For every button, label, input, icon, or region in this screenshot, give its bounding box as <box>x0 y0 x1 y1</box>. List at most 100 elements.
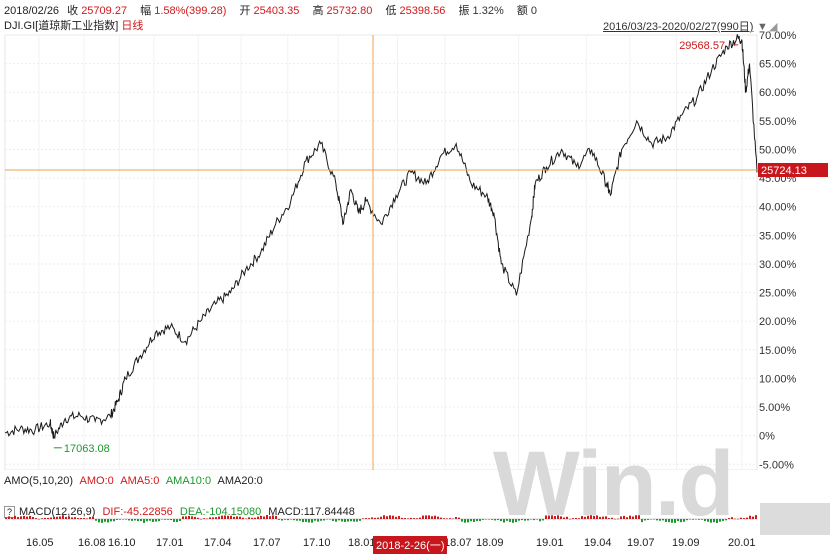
macd-bar <box>431 516 433 519</box>
amp-label: 振 <box>458 5 470 17</box>
macd-bar <box>500 519 502 522</box>
macd-bar <box>677 519 679 522</box>
macd-bar <box>47 517 49 519</box>
macd-bar <box>32 516 34 519</box>
macd-bar <box>737 518 739 520</box>
macd-bar <box>740 517 742 519</box>
amo-label[interactable]: AMO(5,10,20) <box>4 475 74 487</box>
macd-bar <box>743 518 745 519</box>
macd-bar <box>245 518 247 520</box>
dif-value: DIF:-45.22856 <box>102 506 173 518</box>
macd-bar <box>83 518 85 519</box>
macd-bar <box>545 515 547 519</box>
macd-bar <box>470 519 472 522</box>
price-chart[interactable]: 70.00%65.00%60.00%55.00%50.00%45.00%40.0… <box>0 0 830 470</box>
macd-bar <box>398 516 400 519</box>
price-tag <box>758 163 828 177</box>
macd-bar <box>716 519 718 523</box>
macd-bar <box>620 516 622 519</box>
macd-bar <box>680 519 682 523</box>
macd-bar <box>683 519 685 522</box>
macd-bar <box>692 519 694 520</box>
macd-bar <box>371 517 373 519</box>
macd-bar <box>41 518 43 519</box>
macd-bar <box>479 519 481 522</box>
x-tick-label: 16.05 <box>26 537 54 549</box>
macd-bar <box>611 517 613 519</box>
y-tick-label: 25.00% <box>759 288 797 300</box>
macd-bar <box>86 518 88 519</box>
macd-bar <box>647 519 649 520</box>
x-tick-label: 16.10 <box>108 537 136 549</box>
macd-bar <box>614 518 616 520</box>
macd-bar <box>503 519 505 523</box>
open-label: 开 <box>239 5 251 17</box>
macd-bar <box>62 515 64 519</box>
date-range-selector[interactable]: 2016/03/23-2020/02/27(990日) <box>603 21 754 33</box>
macd-bar <box>110 519 112 522</box>
macd-bar <box>206 518 208 520</box>
macd-bar <box>377 517 379 519</box>
macd-bar <box>221 515 223 519</box>
macd-bar <box>542 519 544 521</box>
macd-bar <box>92 516 94 519</box>
macd-bar <box>461 519 463 522</box>
macd-bar <box>56 516 58 519</box>
macd-bar <box>548 515 550 519</box>
macd-bar <box>239 516 241 519</box>
macd-bar <box>632 516 634 519</box>
macd-bar <box>626 517 628 519</box>
macd-bar <box>104 519 106 522</box>
x-tick-label: 17.04 <box>204 537 232 549</box>
macd-bar <box>437 516 439 519</box>
macd-bar <box>317 519 319 522</box>
macd-bar <box>659 519 661 521</box>
close-label: 收 <box>67 5 79 17</box>
period-label[interactable]: 日线 <box>121 20 144 32</box>
macd-bar <box>671 519 673 523</box>
ama10-value: AMA10:0 <box>165 475 212 487</box>
macd-bar <box>269 516 271 519</box>
macd-bar <box>272 515 274 519</box>
macd-bar <box>134 519 136 521</box>
macd-label[interactable]: MACD(12,26,9) <box>19 506 96 518</box>
y-axis: 70.00%65.00%60.00%55.00%50.00%45.00%40.0… <box>759 30 797 470</box>
macd-bar <box>170 519 172 521</box>
macd-bar <box>686 519 688 521</box>
macd-bar <box>242 517 244 519</box>
macd-bar <box>65 516 67 519</box>
title-bar: DJI.GI[道琼斯工业指数] 日线 <box>0 18 830 34</box>
macd-bar <box>194 516 196 519</box>
macd-bar <box>23 515 25 519</box>
macd-bar <box>644 519 646 521</box>
macd-bar <box>128 519 130 521</box>
macd-bar <box>26 516 28 519</box>
security-name: [道琼斯工业指数] <box>35 20 119 32</box>
macd-indicator: ? MACD(12,26,9) DIF:-45.22856 DEA:-104.15… <box>4 505 359 519</box>
macd-bar <box>197 517 199 519</box>
macd-bar <box>284 519 286 520</box>
macd-bar <box>122 519 124 520</box>
macd-bar <box>656 519 658 521</box>
macd-bar <box>695 519 697 520</box>
macd-bar <box>629 515 631 519</box>
macd-bar <box>701 519 703 520</box>
chevron-down-icon[interactable]: ▼ <box>757 21 768 33</box>
macd-bar <box>143 519 145 523</box>
y-tick-label: 60.00% <box>759 87 797 99</box>
macd-bar <box>203 518 205 519</box>
macd-bar <box>329 519 331 520</box>
macd-bar <box>95 519 97 521</box>
close-group: 收 25709.27 <box>67 5 132 17</box>
macd-bar <box>185 516 187 519</box>
macd-bar <box>551 515 553 519</box>
macd-bar <box>674 519 676 523</box>
x-tick-label: 20.01 <box>728 537 756 549</box>
expand-icon[interactable]: ◢ <box>769 21 778 33</box>
macd-bar <box>752 516 754 519</box>
macd-bar <box>98 519 100 523</box>
macd-bar <box>419 517 421 519</box>
macd-bar <box>368 518 370 519</box>
macd-bar <box>689 519 691 520</box>
macd-chart[interactable] <box>0 503 830 533</box>
